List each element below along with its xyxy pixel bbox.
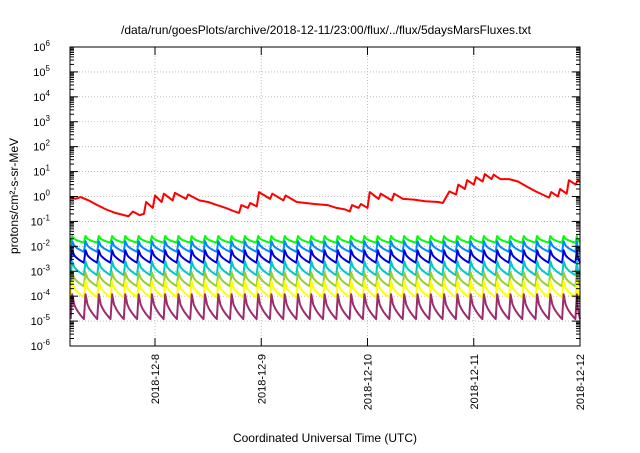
y-tick-label: 106 (33, 39, 50, 54)
series-line-3 (69, 249, 581, 264)
x-tick-label: 2018-12-8 (150, 354, 162, 404)
y-axis-label-text: protons/cm²-s-sr-MeV (7, 138, 21, 254)
grid-lines (70, 47, 580, 346)
chart-title: /data/run/goesPlots/archive/2018-12-11/2… (121, 23, 532, 37)
y-tick-label: 105 (33, 64, 50, 79)
y-tick-label: 10-2 (31, 238, 51, 253)
axes: 106 105 104 103 102 101 100 10-1 10-2 10-3 10-4 10-… (31, 39, 587, 410)
x-tick-label: 2018-12-10 (363, 354, 375, 410)
series-line-2 (69, 240, 581, 253)
y-tick-label: 10-1 (31, 213, 51, 228)
data-series (69, 173, 581, 321)
y-tick-label: 104 (33, 89, 50, 104)
y-tick-label: 100 (33, 189, 50, 204)
series-line-4 (69, 260, 581, 277)
series-line-5 (69, 271, 581, 288)
series-line-7 (69, 293, 581, 321)
y-tick-label: 10-4 (31, 288, 51, 303)
series-line-6 (69, 280, 581, 299)
y-tick-label: 101 (33, 164, 50, 179)
y-tick-label: 10-3 (31, 263, 51, 278)
series-line-1 (69, 235, 581, 244)
x-tick-label: 2018-12-12 (575, 354, 587, 410)
y-tick-label: 102 (33, 139, 50, 154)
y-tick-label: 10-6 (31, 338, 51, 353)
y-tick-label: 103 (33, 114, 50, 129)
x-axis-label: Coordinated Universal Time (UTC) (233, 431, 417, 445)
x-tick-label: 2018-12-9 (256, 354, 268, 404)
y-tick-label: 10-5 (31, 313, 51, 328)
series-line-0 (69, 173, 581, 218)
y-axis-label: protons/cm²-s-sr-MeV (7, 138, 21, 254)
x-tick-label: 2018-12-11 (469, 354, 481, 409)
